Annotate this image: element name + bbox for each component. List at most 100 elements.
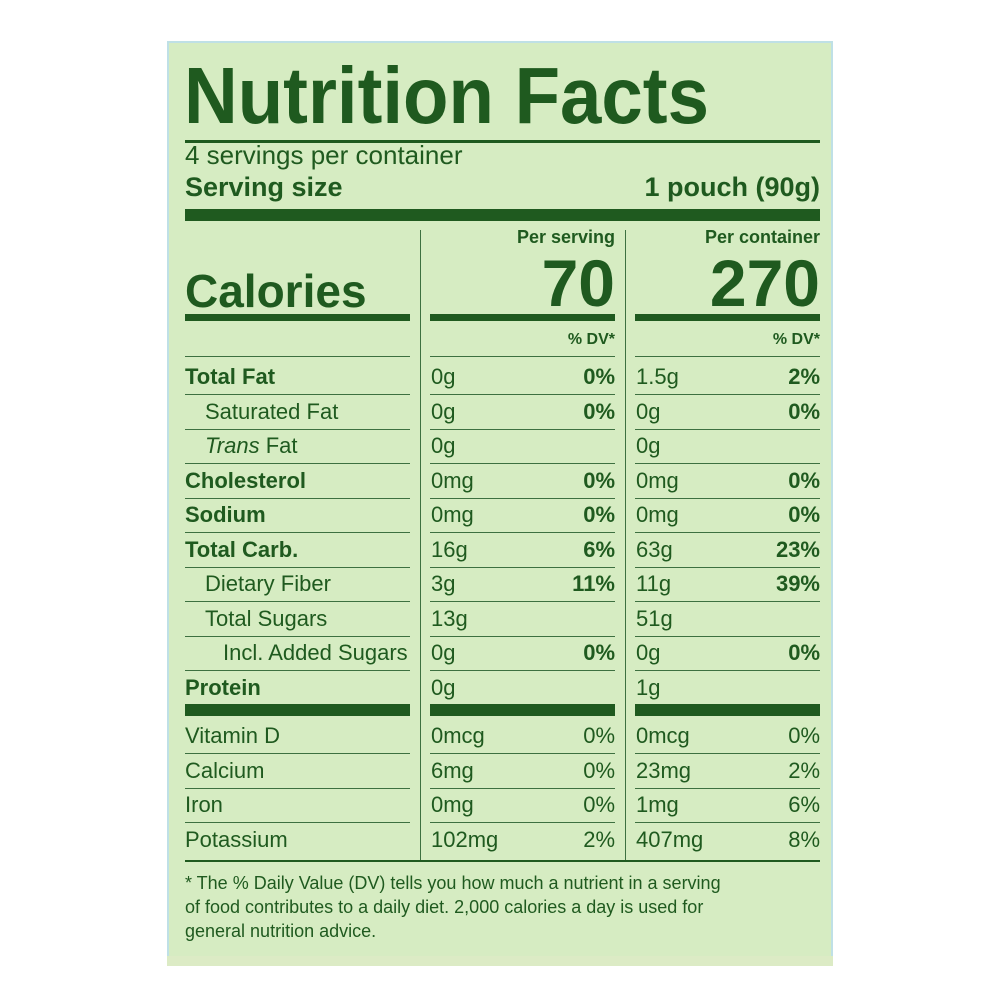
amount-serving: 0mg [431, 792, 474, 817]
rule [185, 860, 820, 862]
footnote-line: general nutrition advice. [185, 921, 377, 941]
row-rule [430, 670, 615, 671]
thick-rule [185, 704, 410, 716]
thick-rule [185, 209, 820, 221]
amount-serving: 13g [431, 605, 468, 631]
row-rule [635, 463, 820, 464]
row-rule [185, 787, 410, 789]
nutrient-name-text: Fat [265, 433, 298, 458]
amount-serving: 0g [431, 674, 456, 700]
amount-serving: 3g [431, 571, 456, 596]
dv-label: % DV* [567, 331, 615, 348]
amount-serving: 0mcg [431, 723, 485, 748]
rule [185, 314, 410, 321]
amount-container: 0g [636, 398, 661, 424]
row-rule [635, 356, 820, 357]
servings: 4 servings per container [185, 140, 463, 170]
row-rule [635, 394, 820, 395]
dv-container: 23% [775, 536, 820, 562]
row-rule [430, 394, 615, 395]
dv-serving: 0% [583, 640, 615, 665]
dv-serving: 0% [583, 467, 615, 493]
nutrient-name: Sodium [185, 502, 266, 527]
row-rule [185, 463, 410, 464]
dv-serving: 0% [583, 502, 615, 527]
nutrient-name: Total Fat [185, 364, 276, 389]
row-rule [185, 428, 410, 430]
row-rule [430, 635, 615, 637]
row-rule [185, 497, 410, 499]
row-rule [635, 753, 820, 754]
dv-serving: 0% [583, 723, 615, 748]
dv-serving: 6% [583, 536, 615, 562]
row-rule [185, 566, 410, 568]
dv-container: 2% [788, 757, 820, 783]
dv-container: 0% [788, 398, 820, 424]
nutrient-name: Protein [185, 674, 261, 700]
row-rule [635, 566, 820, 568]
row-rule [185, 753, 410, 754]
amount-serving: 0mg [431, 467, 474, 493]
dv-serving: 0% [583, 364, 615, 389]
column-rule [625, 230, 626, 862]
row-rule [430, 787, 615, 789]
row-rule [635, 497, 820, 499]
row-rule [430, 753, 615, 754]
row-rule [430, 356, 615, 357]
amount-serving: 0g [431, 433, 456, 458]
footnote-line: of food contributes to a daily diet. 2,0… [185, 897, 704, 917]
dv-container: 39% [775, 571, 820, 596]
amount-serving: 0mg [431, 502, 474, 527]
row-rule [185, 670, 410, 671]
amount-container: 11g [636, 571, 672, 596]
amount-container: 407mg [636, 826, 704, 852]
rule [185, 140, 820, 143]
row-rule [635, 787, 820, 789]
nutrient-name: Total Carb. [185, 536, 299, 562]
amount-serving: 6mg [431, 757, 474, 783]
nutrient-name: Calcium [185, 757, 265, 783]
row-rule [430, 497, 615, 499]
nutrient-name: Dietary Fiber [205, 571, 331, 596]
amount-container: 0mg [636, 502, 679, 527]
row-rule [185, 601, 410, 602]
row-rule [430, 601, 615, 602]
amount-serving: 102mg [431, 826, 499, 852]
row-rule [635, 428, 820, 430]
nutrient-name: Iron [185, 792, 223, 817]
dv-container: 0% [788, 502, 820, 527]
dv-serving: 2% [583, 826, 615, 852]
serving-size-value: 1 pouch (90g) [644, 172, 820, 202]
row-rule [635, 601, 820, 602]
rule [635, 314, 820, 321]
amount-serving: 0g [431, 364, 456, 389]
thick-rule [430, 704, 615, 716]
amount-serving: 0g [431, 640, 456, 665]
amount-container: 0mg [636, 467, 679, 493]
row-rule [430, 428, 615, 430]
row-rule [635, 532, 820, 533]
amount-serving: 16g [431, 536, 468, 562]
dv-container: 0% [788, 723, 820, 748]
per-container-label: Per container [704, 227, 820, 247]
nutrient-name: Saturated Fat [205, 398, 339, 424]
row-rule [430, 463, 615, 464]
nutrient-name-prefix: Trans [205, 433, 260, 458]
nutrient-name: Potassium [185, 826, 288, 852]
dv-serving: 11% [572, 571, 615, 596]
row-rule [185, 394, 410, 395]
row-rule [185, 822, 410, 823]
nutrient-name: Total Sugars [205, 605, 328, 631]
rule [430, 314, 615, 321]
amount-container: 0g [636, 433, 661, 458]
amount-container: 51g [636, 605, 673, 631]
dv-container: 0% [788, 640, 820, 665]
dv-serving: 0% [583, 398, 615, 424]
row-rule [185, 532, 410, 533]
dv-container: 2% [788, 364, 820, 389]
row-rule [635, 822, 820, 823]
amount-container: 1mg [636, 792, 679, 817]
row-rule [430, 532, 615, 533]
